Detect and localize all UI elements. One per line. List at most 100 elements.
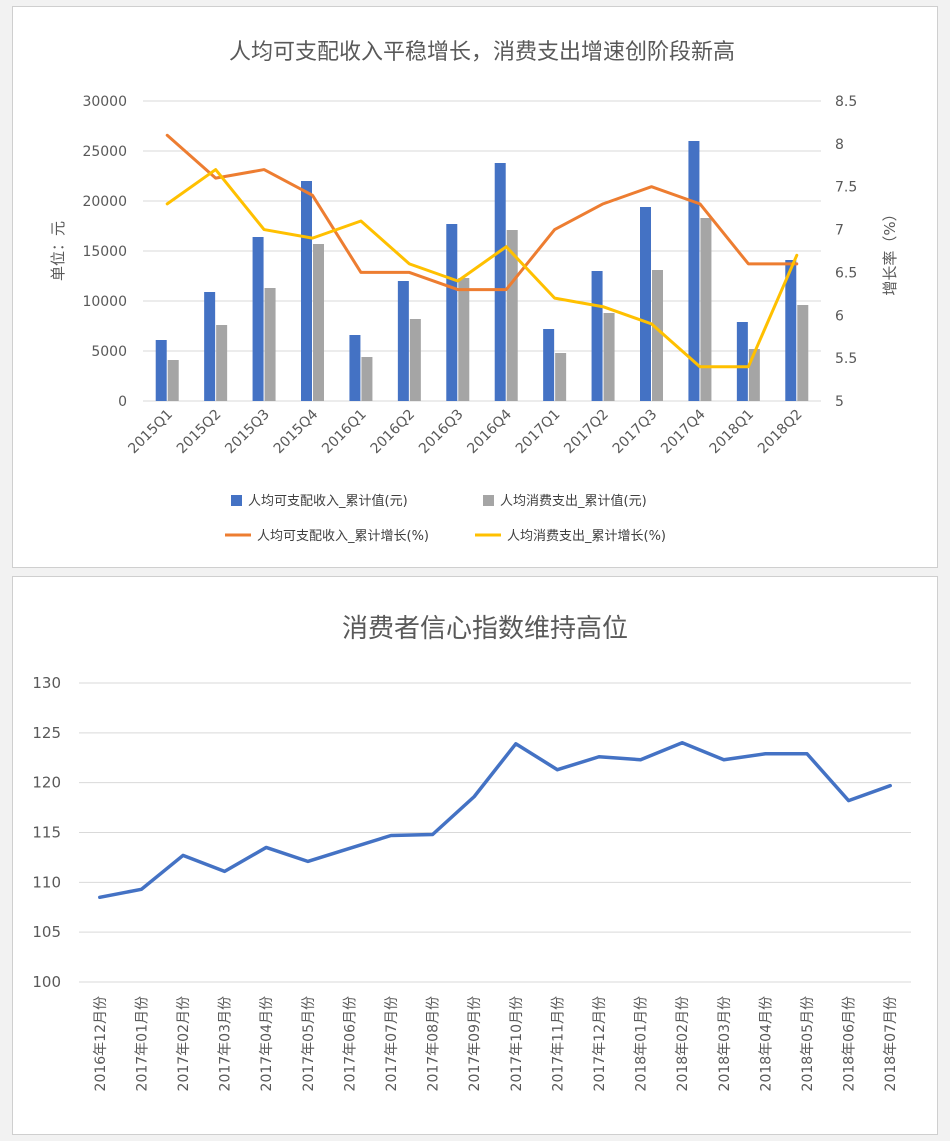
y2-tick-label: 6.5 (835, 265, 857, 281)
x-tick-label: 2016年12月份 (93, 996, 109, 1091)
x-tick-label: 2017Q3 (610, 407, 661, 458)
y-tick-label: 100 (32, 973, 61, 991)
y-tick-label: 105 (32, 923, 61, 941)
y2-tick-label: 7 (835, 223, 844, 239)
legend-swatch (483, 495, 494, 506)
y2-tick-label: 5 (835, 394, 844, 410)
x-tick-label: 2017年03月份 (218, 996, 234, 1091)
x-tick-label: 2017年05月份 (301, 996, 317, 1091)
y-tick-label: 0 (118, 394, 127, 410)
x-tick-label: 2018年02月份 (675, 996, 691, 1091)
y-tick-label: 125 (32, 724, 61, 742)
y-tick-label: 5000 (91, 344, 127, 360)
bar (785, 260, 797, 401)
x-tick-label: 2017Q2 (561, 407, 612, 458)
x-tick-label: 2017Q4 (658, 406, 709, 457)
x-tick-label: 2017年01月份 (134, 996, 150, 1091)
x-tick-label: 2015Q3 (222, 407, 273, 458)
bar (409, 319, 421, 401)
consumer-confidence-chart: 消费者信心指数维持高位 100 105 110 115 120 125 130 2016年12月… (32, 614, 911, 1091)
x-tick-label: 2018年01月份 (634, 996, 650, 1091)
series-line (165, 133, 799, 292)
income-consumption-chart-panel: 人均可支配收入平稳增长，消费支出增速创阶段新高 0 5000 10000 15000 20… (12, 6, 938, 568)
x-tick-label: 2015Q1 (125, 407, 176, 458)
y2-tick-label: 7.5 (835, 180, 857, 196)
x-tick-label: 2017年08月份 (426, 996, 442, 1091)
y-tick-label: 30000 (82, 94, 127, 110)
y-tick-label: 120 (32, 774, 61, 792)
legend-swatch (231, 495, 242, 506)
x-tick-label: 2017年12月份 (592, 996, 608, 1091)
x-tick-label: 2015Q2 (174, 407, 225, 458)
chart-title: 消费者信心指数维持高位 (342, 614, 628, 644)
x-tick-label: 2017年06月份 (342, 996, 358, 1091)
bar (748, 349, 760, 401)
series-line (165, 168, 799, 369)
bar (591, 271, 603, 401)
income-consumption-chart: 人均可支配收入平稳增长，消费支出增速创阶段新高 0 5000 10000 15000 20… (49, 40, 899, 544)
bar (155, 340, 167, 401)
x-tick-label: 2017年10月份 (509, 996, 525, 1091)
x-tick-label: 2017Q1 (513, 407, 564, 458)
legend-label: 人均可支配收入_累计值(元) (248, 493, 408, 509)
bar (603, 313, 615, 401)
y-tick-label: 115 (32, 824, 61, 842)
bar (797, 305, 809, 401)
x-tick-label: 2016Q3 (416, 407, 467, 458)
x-tick-label: 2017年04月份 (259, 996, 275, 1091)
bar (458, 278, 470, 401)
bar (167, 360, 179, 401)
y-tick-label: 130 (32, 674, 61, 692)
x-tick-label: 2017年09月份 (467, 996, 483, 1091)
x-tick-label: 2018年06月份 (842, 996, 858, 1091)
x-tick-label: 2016Q1 (319, 407, 370, 458)
bar (506, 230, 518, 401)
legend-label: 人均可支配收入_累计增长(%) (257, 529, 429, 544)
x-tick-label: 2017年02月份 (176, 996, 192, 1091)
bar (543, 329, 555, 401)
y2-tick-label: 6 (835, 308, 844, 324)
bar (216, 325, 228, 401)
bar (494, 163, 506, 401)
x-tick-label: 2018Q2 (755, 407, 806, 458)
y2-tick-label: 8 (835, 137, 844, 153)
y-axis-title: 单位：元 (49, 221, 67, 281)
x-tick-label: 2017年07月份 (384, 996, 400, 1091)
series-line (98, 741, 892, 900)
bar (555, 353, 567, 401)
chart-title: 人均可支配收入平稳增长，消费支出增速创阶段新高 (229, 40, 735, 65)
y2-tick-label: 5.5 (835, 351, 857, 367)
y-tick-label: 110 (32, 873, 61, 891)
consumer-confidence-chart-panel: 消费者信心指数维持高位 100 105 110 115 120 125 130 2016年12月… (12, 576, 938, 1135)
y-tick-label: 25000 (82, 144, 127, 160)
bar (349, 335, 361, 401)
bar (301, 181, 312, 401)
bar (397, 281, 409, 401)
bar (252, 237, 264, 401)
bar (204, 292, 216, 401)
bar (361, 357, 373, 401)
y2-axis-title: 增长率（%） (881, 206, 899, 295)
bar (446, 224, 458, 401)
y-tick-label: 20000 (82, 194, 127, 210)
x-tick-label: 2018年05月份 (800, 996, 816, 1091)
y-tick-label: 10000 (82, 294, 127, 310)
legend-label: 人均消费支出_累计增长(%) (507, 529, 666, 544)
x-tick-label: 2016Q2 (368, 407, 419, 458)
bar (652, 270, 663, 401)
bar (313, 244, 324, 401)
x-tick-label: 2018Q1 (707, 407, 758, 458)
legend-label: 人均消费支出_累计值(元) (500, 493, 647, 509)
bar (688, 141, 700, 401)
x-tick-label: 2018年04月份 (758, 996, 774, 1091)
x-tick-label: 2017年11月份 (550, 996, 566, 1091)
bar (736, 322, 748, 401)
y2-tick-label: 8.5 (835, 94, 857, 110)
x-tick-label: 2018年03月份 (717, 996, 733, 1091)
bar (264, 288, 276, 401)
x-tick-label: 2016Q4 (464, 406, 515, 457)
x-tick-label: 2018年07月份 (883, 996, 899, 1091)
x-tick-label: 2015Q4 (271, 406, 322, 457)
bar (700, 218, 712, 401)
y-tick-label: 15000 (82, 244, 127, 260)
